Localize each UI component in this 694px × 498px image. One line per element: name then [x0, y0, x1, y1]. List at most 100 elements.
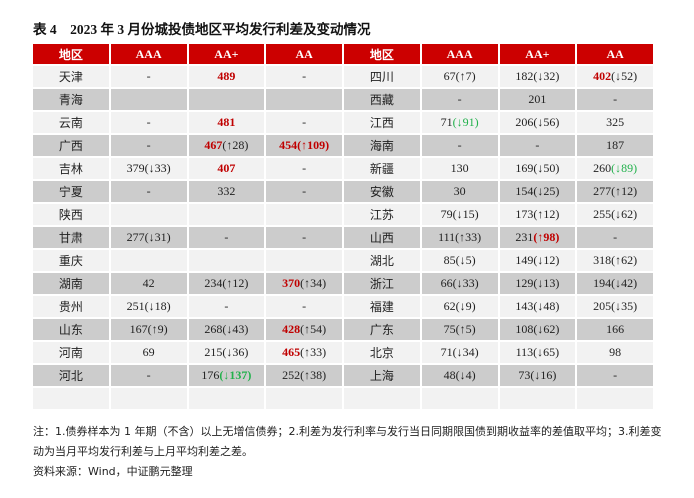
- table-row: 贵州 251(↓18) - - 福建 62(↓9) 143(↓48) 205(↓35): [33, 296, 653, 317]
- region-cell-left: 云南: [33, 112, 109, 133]
- header-aaa-right: AAA: [421, 44, 498, 64]
- value: 201: [528, 92, 547, 106]
- aaplus-cell-right: 231(↑98): [499, 227, 576, 248]
- region-cell-right: 江苏: [344, 204, 420, 225]
- value: -: [146, 115, 151, 129]
- region-cell-left: 河南: [33, 342, 109, 363]
- value: (↓52): [611, 69, 638, 83]
- region-cell-right: 福建: [344, 296, 420, 317]
- value: 194(↓42): [593, 276, 638, 290]
- value: 71: [440, 115, 453, 129]
- aa-cell-left: 454(↑109): [266, 135, 342, 156]
- region-cell-left: 湖南: [33, 273, 109, 294]
- value: 42: [142, 276, 155, 290]
- value: 30: [453, 184, 466, 198]
- region-cell-left: 甘肃: [33, 227, 109, 248]
- aa-cell-left: -: [266, 66, 342, 87]
- value: 149(↓12): [515, 253, 560, 267]
- aaa-cell-left: [110, 89, 187, 110]
- region-cell-left: 青海: [33, 89, 109, 110]
- aaa-cell-right: -: [421, 89, 498, 110]
- aaplus-cell-left: [188, 388, 265, 409]
- aaa-cell-right: 111(↑33): [421, 227, 498, 248]
- aaplus-cell-left: [188, 250, 265, 271]
- table-row: 湖南 42 234(↑12) 370(↑34) 浙江 66(↓33) 129(↓13) 194…: [33, 273, 653, 294]
- value: 251(↓18): [126, 299, 171, 313]
- table-row: 河北 - 176(↓137) 252(↑38) 上海 48(↓4) 73(↓16) -: [33, 365, 653, 386]
- value: (↑34): [300, 276, 327, 290]
- value: -: [146, 138, 151, 152]
- aaa-cell-left: -: [110, 365, 187, 386]
- aaa-cell-left: -: [110, 112, 187, 133]
- region-cell-left: 广西: [33, 135, 109, 156]
- aaplus-cell-right: 201: [499, 89, 576, 110]
- table-title: 表 4 2023 年 3 月份城投债地区平均发行利差及变动情况: [33, 22, 371, 37]
- aa-cell-left: -: [266, 158, 342, 179]
- aaa-cell-left: 379(↓33): [110, 158, 187, 179]
- region-cell-right: 江西: [344, 112, 420, 133]
- table-row: 陕西 江苏 79(↓15) 173(↑12) 255(↓62): [33, 204, 653, 225]
- table-row: 甘肃 277(↓31) - - 山西 111(↑33) 231(↑98) -: [33, 227, 653, 248]
- aaplus-cell-left: 481: [188, 112, 265, 133]
- value: 67(↑7): [443, 69, 476, 83]
- aaa-cell-right: 75(↑5): [421, 319, 498, 340]
- value: -: [146, 69, 151, 83]
- spread-table: 地区 AAA AA+ AA 地区 AAA AA+ AA 天津 - 489 - 四川 67(…: [31, 42, 655, 411]
- aa-cell-left: [266, 250, 342, 271]
- header-aaplus-left: AA+: [188, 44, 265, 64]
- value: 206(↓56): [515, 115, 560, 129]
- aaa-cell-left: [110, 204, 187, 225]
- aaplus-cell-left: 234(↑12): [188, 273, 265, 294]
- aa-cell-left: -: [266, 112, 342, 133]
- highlighted-value: 370: [282, 276, 301, 290]
- aa-cell-left: 465(↑33): [266, 342, 342, 363]
- value: -: [457, 138, 462, 152]
- aaa-cell-right: 71(↓91): [421, 112, 498, 133]
- aa-cell-right: 277(↑12): [577, 181, 653, 202]
- value: 69: [142, 345, 155, 359]
- aa-cell-right: 187: [577, 135, 653, 156]
- aaplus-cell-left: 489: [188, 66, 265, 87]
- aa-cell-right: 260(↓89): [577, 158, 653, 179]
- aa-cell-left: -: [266, 227, 342, 248]
- table-row: 吉林 379(↓33) 407 - 新疆 130 169(↓50) 260(↓89): [33, 158, 653, 179]
- aaa-cell-right: 62(↓9): [421, 296, 498, 317]
- value: -: [302, 69, 307, 83]
- region-cell-right: 海南: [344, 135, 420, 156]
- table-row: [33, 388, 653, 409]
- region-cell-right: 浙江: [344, 273, 420, 294]
- aa-cell-left: [266, 388, 342, 409]
- region-cell-left: [33, 388, 109, 409]
- table-row: 广西 - 467(↑28) 454(↑109) 海南 - - 187: [33, 135, 653, 156]
- region-cell-right: 湖北: [344, 250, 420, 271]
- value: 98: [609, 345, 622, 359]
- aaplus-cell-right: 108(↓62): [499, 319, 576, 340]
- aaplus-cell-left: 176(↓137): [188, 365, 265, 386]
- value: -: [302, 184, 307, 198]
- aa-cell-right: 318(↑62): [577, 250, 653, 271]
- value: 325: [606, 115, 625, 129]
- value: 234(↑12): [204, 276, 249, 290]
- highlighted-value: 454(↑109): [279, 138, 330, 152]
- value: -: [613, 92, 618, 106]
- aa-cell-right: -: [577, 227, 653, 248]
- highlighted-value: 428: [282, 322, 301, 336]
- header-row: 地区 AAA AA+ AA 地区 AAA AA+ AA: [33, 44, 653, 64]
- value: 113(↓65): [515, 345, 560, 359]
- aaa-cell-right: [421, 388, 498, 409]
- value: 111(↑33): [438, 230, 482, 244]
- aa-cell-right: 402(↓52): [577, 66, 653, 87]
- aa-cell-right: -: [577, 365, 653, 386]
- value: (↑28): [222, 138, 249, 152]
- highlighted-value: 465: [282, 345, 301, 359]
- region-cell-right: 山西: [344, 227, 420, 248]
- aaa-cell-right: 67(↑7): [421, 66, 498, 87]
- aaplus-cell-left: 332: [188, 181, 265, 202]
- region-cell-left: 宁夏: [33, 181, 109, 202]
- header-aa-right: AA: [577, 44, 653, 64]
- aaplus-cell-right: 143(↓48): [499, 296, 576, 317]
- region-cell-right: 北京: [344, 342, 420, 363]
- aaa-cell-right: 130: [421, 158, 498, 179]
- value: 268(↓43): [204, 322, 249, 336]
- region-cell-right: 安徽: [344, 181, 420, 202]
